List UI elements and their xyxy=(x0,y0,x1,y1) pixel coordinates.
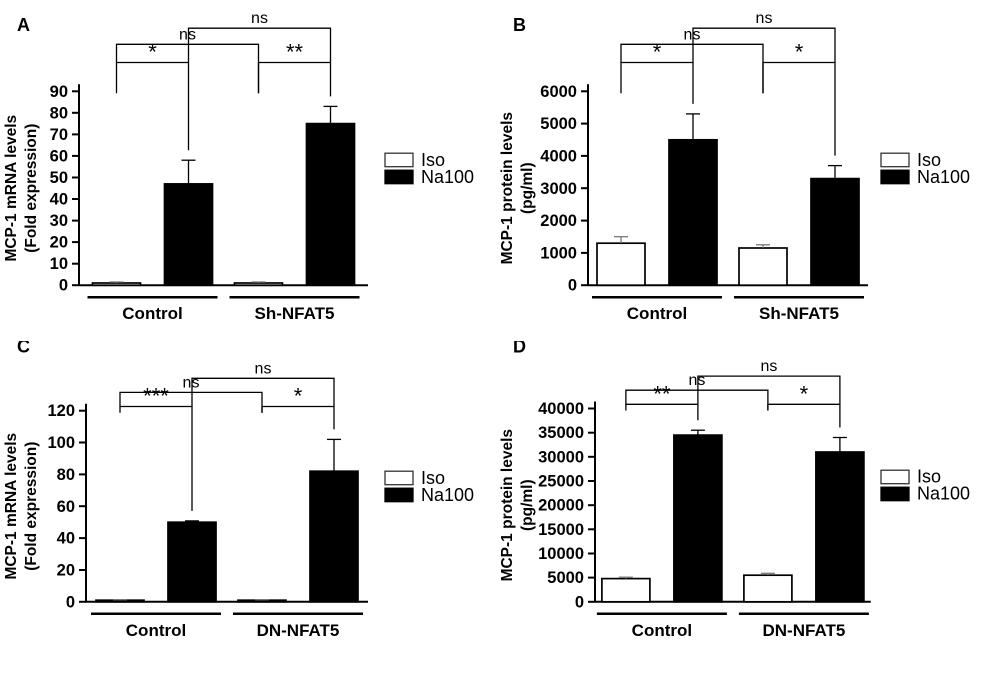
svg-text:5000: 5000 xyxy=(547,569,584,587)
svg-text:ns: ns xyxy=(688,372,705,389)
svg-text:3000: 3000 xyxy=(540,180,577,198)
svg-text:Control: Control xyxy=(122,304,182,323)
svg-text:100: 100 xyxy=(47,434,75,452)
svg-text:ns: ns xyxy=(183,374,200,391)
svg-text:90: 90 xyxy=(50,83,68,101)
svg-text:B: B xyxy=(513,15,526,35)
svg-text:0: 0 xyxy=(59,277,68,295)
svg-text:ns: ns xyxy=(251,10,268,27)
svg-text:DN-NFAT5: DN-NFAT5 xyxy=(257,621,340,640)
svg-text:Na100: Na100 xyxy=(421,167,474,187)
svg-text:Na100: Na100 xyxy=(421,485,474,505)
svg-text:ns: ns xyxy=(760,358,777,375)
svg-text:Na100: Na100 xyxy=(917,167,970,187)
svg-text:Sh-NFAT5: Sh-NFAT5 xyxy=(255,304,335,323)
svg-text:20: 20 xyxy=(57,562,75,580)
svg-text:25000: 25000 xyxy=(538,473,584,491)
svg-text:120: 120 xyxy=(47,402,75,420)
svg-text:(pg/ml): (pg/ml) xyxy=(519,479,536,531)
svg-text:15000: 15000 xyxy=(538,521,584,539)
svg-text:20000: 20000 xyxy=(538,497,584,515)
svg-text:30: 30 xyxy=(50,212,68,230)
svg-text:A: A xyxy=(17,15,30,35)
svg-text:80: 80 xyxy=(57,466,75,484)
svg-text:MCP-1 mRNA levels: MCP-1 mRNA levels xyxy=(3,433,20,580)
svg-text:4000: 4000 xyxy=(540,147,577,165)
svg-text:*: * xyxy=(148,40,157,65)
svg-text:1000: 1000 xyxy=(540,244,577,262)
svg-text:Control: Control xyxy=(632,621,692,640)
svg-text:ns: ns xyxy=(756,10,773,27)
svg-text:C: C xyxy=(17,341,30,357)
svg-text:***: *** xyxy=(143,384,169,409)
svg-text:ns: ns xyxy=(255,360,272,377)
svg-text:60: 60 xyxy=(57,498,75,516)
svg-text:0: 0 xyxy=(575,593,584,611)
svg-text:30000: 30000 xyxy=(538,448,584,466)
svg-text:2000: 2000 xyxy=(540,212,577,230)
svg-text:(Fold expression): (Fold expression) xyxy=(23,124,40,253)
svg-text:10000: 10000 xyxy=(538,545,584,563)
svg-text:DN-NFAT5: DN-NFAT5 xyxy=(763,621,846,640)
svg-text:Control: Control xyxy=(627,304,687,323)
svg-text:*: * xyxy=(294,384,303,409)
svg-text:MCP-1 mRNA levels: MCP-1 mRNA levels xyxy=(3,115,20,262)
svg-text:20: 20 xyxy=(50,234,68,252)
svg-text:40000: 40000 xyxy=(538,400,584,418)
svg-text:(Fold expression): (Fold expression) xyxy=(23,442,40,571)
svg-text:MCP-1 protein levels: MCP-1 protein levels xyxy=(499,112,516,264)
svg-text:*: * xyxy=(653,40,662,65)
svg-text:70: 70 xyxy=(50,126,68,144)
svg-text:*: * xyxy=(795,40,804,65)
svg-text:*: * xyxy=(800,381,809,406)
svg-text:MCP-1 protein levels: MCP-1 protein levels xyxy=(499,429,516,581)
svg-text:D: D xyxy=(513,341,526,357)
svg-text:80: 80 xyxy=(50,104,68,122)
svg-text:Control: Control xyxy=(126,621,186,640)
svg-text:35000: 35000 xyxy=(538,424,584,442)
svg-text:60: 60 xyxy=(50,147,68,165)
svg-text:(pg/ml): (pg/ml) xyxy=(519,162,536,214)
svg-text:10: 10 xyxy=(50,255,68,273)
svg-text:5000: 5000 xyxy=(540,115,577,133)
svg-text:40: 40 xyxy=(57,530,75,548)
svg-text:0: 0 xyxy=(568,277,577,295)
svg-text:Sh-NFAT5: Sh-NFAT5 xyxy=(759,304,839,323)
svg-text:Na100: Na100 xyxy=(917,484,970,504)
svg-text:**: ** xyxy=(653,381,671,406)
svg-text:**: ** xyxy=(286,40,304,65)
svg-text:6000: 6000 xyxy=(540,83,577,101)
svg-text:40: 40 xyxy=(50,191,68,209)
svg-text:50: 50 xyxy=(50,169,68,187)
svg-text:0: 0 xyxy=(66,593,75,611)
